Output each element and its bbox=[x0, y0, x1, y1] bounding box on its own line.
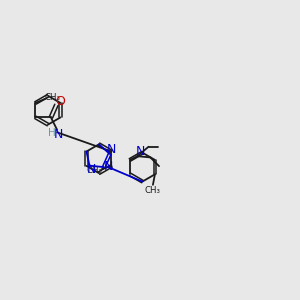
Text: N: N bbox=[103, 160, 113, 173]
Text: H: H bbox=[48, 128, 56, 138]
Text: N: N bbox=[136, 145, 145, 158]
Text: N: N bbox=[54, 128, 64, 141]
Text: N: N bbox=[86, 163, 96, 176]
Text: CH₃: CH₃ bbox=[87, 167, 103, 176]
Text: N: N bbox=[106, 143, 116, 157]
Text: CH₃: CH₃ bbox=[145, 186, 161, 195]
Text: CH₃: CH₃ bbox=[45, 93, 61, 102]
Text: O: O bbox=[55, 95, 65, 108]
